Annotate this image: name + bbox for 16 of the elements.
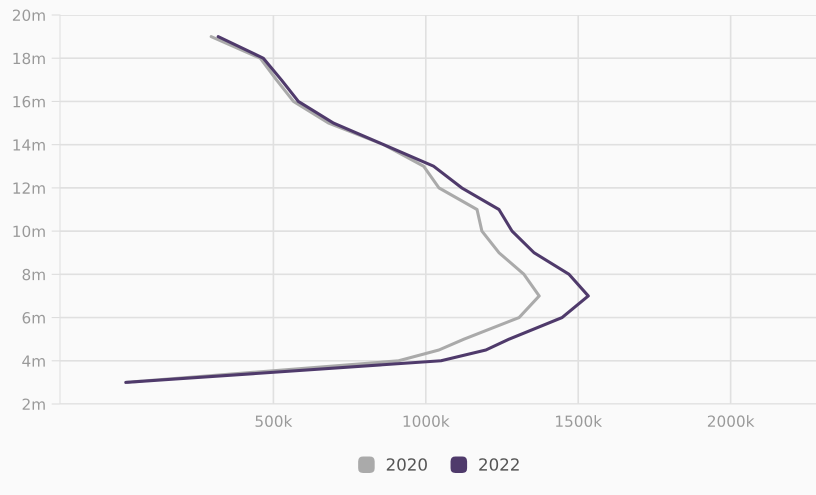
x-tick-label: 2000k <box>708 415 754 427</box>
y-tick-label: 16m <box>13 96 45 108</box>
y-tick-label: 2m <box>22 398 45 410</box>
x-tick-label: 1000k <box>404 415 450 427</box>
y-tick-label: 12m <box>13 182 45 194</box>
legend-label: 2022 <box>479 458 519 471</box>
y-tick-label: 14m <box>13 139 45 150</box>
y-tick-label: 6m <box>22 312 45 324</box>
y-tick-label: 4m <box>22 355 45 367</box>
y-tick-label: 10m <box>13 226 45 238</box>
y-tick-label: 20m <box>12 9 45 22</box>
y-tick-label: 8m <box>22 268 45 280</box>
y-tick-label: 18m <box>13 52 45 64</box>
x-tick-label: 1500k <box>556 415 602 427</box>
legend-label: 2020 <box>386 458 427 471</box>
x-tick-label: 500k <box>256 415 292 427</box>
